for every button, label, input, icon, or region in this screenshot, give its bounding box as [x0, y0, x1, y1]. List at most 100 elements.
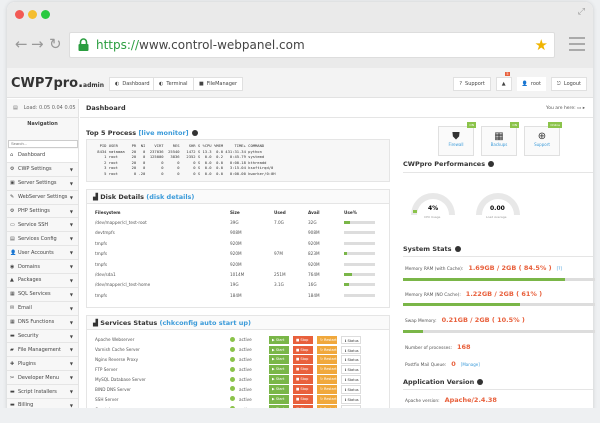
status-service-button[interactable]: ℹ Status [341, 395, 361, 404]
start-service-button[interactable]: ▶ Start [269, 365, 289, 374]
settings-icon[interactable] [454, 246, 461, 252]
restart-service-button[interactable]: ↻ Restart [317, 365, 337, 374]
mem-help-link[interactable]: [?] [556, 266, 562, 271]
cell: 16G [308, 282, 317, 288]
sidebar-item[interactable]: ⚙ PHP Settings ▼ [7, 205, 78, 219]
bookmark-star-icon[interactable]: ★ [534, 36, 548, 54]
monitor-icon[interactable]: ▭ ▸ [577, 106, 585, 111]
restart-service-button[interactable]: ↻ Restart [317, 375, 337, 384]
button-label: Start [275, 397, 285, 402]
stop-service-button[interactable]: ■ Stop [293, 345, 313, 355]
status-service-button[interactable]: ℹ Status [341, 335, 361, 345]
status-service-button[interactable]: ℹ Status [341, 345, 361, 355]
usage-bar [344, 241, 375, 245]
disk-details-link[interactable]: (disk details) [146, 192, 195, 201]
service-name: Varnish Cache Server [95, 347, 140, 353]
close-window-button[interactable] [15, 10, 24, 19]
service-name: Apache Webserver [95, 337, 135, 343]
column-header: Filesystem [95, 209, 121, 215]
stop-service-button[interactable]: ■ Stop [293, 375, 313, 384]
start-service-button[interactable]: ▶ Start [269, 355, 289, 364]
sidebar-item[interactable]: ▦ SQL Services ▼ [7, 288, 78, 302]
sidebar-item[interactable]: ✎ WebServer Settings ▼ [7, 191, 78, 205]
cell: 3.1G [274, 282, 284, 288]
sidebar-item[interactable]: ✚ Plugins ▼ [7, 357, 78, 372]
logo-text: CWP7pro. [11, 76, 84, 91]
stop-service-button[interactable]: ■ Stop [293, 385, 313, 394]
restart-service-button[interactable]: ↻ Restart [317, 395, 337, 404]
support-quick-button[interactable]: Online ⊕ Support [524, 122, 562, 156]
logout-button[interactable]: ⎋ Logout [550, 77, 587, 91]
sidebar-item[interactable]: ▲ Packages ▼ [7, 274, 78, 288]
start-service-button[interactable]: ▶ Start [269, 395, 289, 404]
logo[interactable]: CWP7pro.admin [11, 76, 104, 91]
status-service-button[interactable]: ℹ Status [341, 385, 361, 394]
browser-chrome: ⤢ ← → ↻ https://www.control-webpanel.com… [7, 2, 593, 68]
processes-value: 168 [456, 343, 471, 351]
reload-button[interactable]: ↻ [49, 35, 62, 53]
user-icon: 👤 [521, 81, 528, 87]
stop-service-button[interactable]: ■ Stop [293, 365, 313, 374]
live-monitor-link[interactable]: [live monitor] [138, 129, 189, 137]
url-text: www.control-webpanel.com [139, 38, 305, 52]
stop-service-button[interactable]: ■ Stop [293, 335, 313, 345]
bell-icon: ▲ [501, 81, 506, 87]
sidebar-item[interactable]: ✂ Developer Menu ▼ [7, 371, 78, 386]
sidebar-item[interactable]: ▤ Services Config ▼ [7, 232, 78, 247]
cell: /dev/mapper/cl_test-home [95, 282, 151, 288]
start-service-button[interactable]: ▶ Start [269, 335, 289, 345]
status-service-button[interactable]: ℹ Status [341, 355, 361, 364]
filemanager-button[interactable]: ■ FileManager [193, 77, 244, 91]
sidebar-item[interactable]: 👤 User Accounts ▼ [7, 246, 78, 261]
sidebar-item[interactable]: ⌂ Dashboard [7, 149, 78, 163]
start-service-button[interactable]: ▶ Start [269, 345, 289, 355]
settings-icon[interactable] [477, 379, 484, 385]
restart-service-button[interactable]: ↻ Restart [317, 335, 337, 345]
title-text: Application Version [403, 378, 475, 386]
manage-mailq-link[interactable]: [Manage] [460, 362, 480, 367]
maximize-window-button[interactable] [41, 10, 50, 19]
start-service-button[interactable]: ▶ Start [269, 375, 289, 384]
sidebar-item[interactable]: ▣ Server Settings ▼ [7, 177, 78, 191]
firewall-quick-button[interactable]: ON ⛊ Firewall [438, 122, 476, 156]
sidebar-item[interactable]: ▦ DNS Functions ▼ [7, 316, 78, 330]
table-row: /dev/mapper/cl_test-home 19G 3.1G 16G [95, 280, 385, 290]
backups-quick-button[interactable]: ON ▦ Backups [481, 122, 519, 156]
browser-menu-icon[interactable] [569, 37, 585, 55]
sidebar-item[interactable]: ⚙ CWP Settings ▼ [7, 163, 78, 177]
quick-label: Backups [490, 142, 508, 147]
fullscreen-icon[interactable]: ⤢ [577, 7, 585, 17]
sidebar-search-input[interactable] [8, 139, 78, 148]
dashboard-button[interactable]: ◐ Dashboard [109, 77, 156, 91]
quick-label: Support [534, 142, 550, 147]
start-service-button[interactable]: ▶ Start [269, 385, 289, 394]
sidebar-item[interactable]: ▰ File Management ▼ [7, 343, 78, 358]
minimize-window-button[interactable] [28, 10, 37, 19]
sidebar-item[interactable]: ▭ Service SSH ▼ [7, 218, 78, 233]
address-bar[interactable]: https://www.control-webpanel.com ★ [69, 32, 555, 58]
stop-service-button[interactable]: ■ Stop [293, 395, 313, 404]
chkconfig-link[interactable]: (chkconfig auto start up) [159, 318, 251, 327]
status-service-button[interactable]: ℹ Status [341, 375, 361, 384]
status-service-button[interactable]: ℹ Status [341, 365, 361, 374]
restart-service-button[interactable]: ↻ Restart [317, 355, 337, 364]
forward-button[interactable]: → [31, 35, 44, 53]
sidebar-item[interactable]: ▬ Security ▼ [7, 330, 78, 344]
settings-icon[interactable] [191, 130, 198, 136]
restart-service-button[interactable]: ↻ Restart [317, 385, 337, 394]
user-menu[interactable]: 👤 root [516, 77, 546, 91]
table-row: tmpfs 920M 97M 823M [95, 249, 385, 259]
support-button[interactable]: ? Support [453, 77, 491, 91]
caret-down-icon: ▼ [69, 180, 73, 186]
menu-icon: ▰ [10, 346, 14, 353]
notifications-button[interactable]: ▲ 5 [495, 72, 512, 91]
caret-down-icon: ▼ [69, 264, 73, 270]
usage-bar [344, 273, 375, 277]
sidebar-item[interactable]: ◉ Domains ▼ [7, 260, 78, 275]
sidebar-item[interactable]: ▬ Script Installers ▼ [7, 385, 78, 400]
sidebar-item[interactable]: ✉ Email ▼ [7, 302, 78, 316]
restart-service-button[interactable]: ↻ Restart [317, 345, 337, 355]
back-button[interactable]: ← [15, 35, 28, 53]
terminal-button[interactable]: ◐ Terminal [153, 77, 194, 91]
stop-service-button[interactable]: ■ Stop [293, 355, 313, 364]
